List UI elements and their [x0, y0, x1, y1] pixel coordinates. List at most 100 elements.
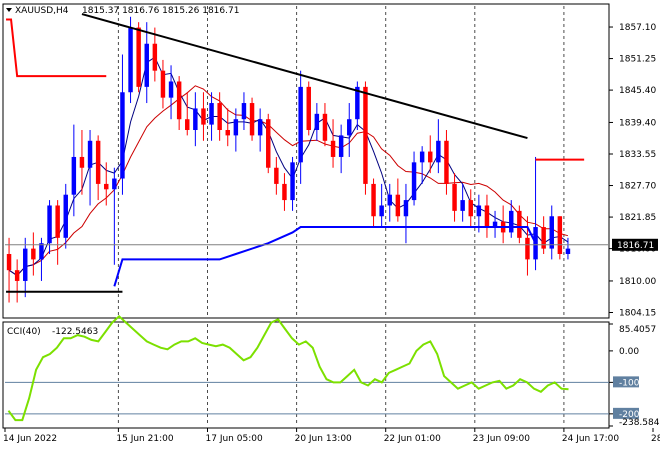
candle-body-28: [233, 119, 239, 136]
candle-body-18: [152, 43, 158, 71]
last-price-badge: [612, 238, 658, 251]
cci-value: -122.5463: [52, 327, 98, 337]
cci-axis: 85.4057 0.00 -100 -200-238.584: [609, 323, 660, 428]
candle-body-33: [274, 167, 279, 184]
candle-body-46: [379, 205, 384, 217]
candle-body-58: [476, 205, 482, 217]
cci-title: CCI(40): [7, 327, 41, 337]
candle-body-55: [452, 183, 457, 211]
candle-body-36: [298, 86, 303, 163]
candle-body-64: [525, 237, 530, 260]
price-tick-label-8: 1810.00: [619, 277, 656, 287]
candle-body-29: [241, 103, 247, 120]
cci-panel: [2, 321, 610, 429]
candle-body-53: [436, 140, 441, 163]
symbol-timeframe: XAUUSD,H4: [15, 6, 69, 16]
time-tick-label-6: 24 Jun 17:00: [562, 434, 619, 444]
candle-body-0: [6, 254, 12, 271]
candle-body-34: [282, 183, 287, 201]
candle-body-19: [160, 70, 166, 98]
candle-body-6: [55, 205, 60, 238]
time-axis: 14 Jun 2022 15 Jun 21:00 17 Jun 05:00 20 Ju…: [3, 428, 660, 444]
cci-tick-label-0: 85.4057: [619, 325, 656, 335]
candle-body-3: [31, 248, 36, 260]
candle-body-48: [395, 194, 401, 217]
price-tick-label-4: 1833.55: [619, 150, 656, 160]
candle-body-2: [23, 248, 28, 281]
candle-body-32: [266, 119, 271, 168]
candle-body-30: [249, 103, 255, 136]
vertical-gridlines: [117, 6, 565, 426]
cci-tick-label-3: -200: [619, 410, 640, 420]
candle-body-16: [136, 27, 141, 87]
candle-body-69: [565, 248, 571, 254]
candle-body-57: [468, 200, 473, 217]
candle-body-15: [128, 27, 133, 93]
candle-body-43: [355, 86, 360, 120]
candle-body-11: [95, 140, 101, 184]
candle-body-5: [47, 205, 52, 244]
cci-tick-label-1: 0.00: [619, 347, 639, 357]
price-tick-label-1: 1851.25: [619, 55, 656, 65]
candle-body-39: [322, 113, 328, 141]
candle-body-54: [444, 140, 449, 184]
candle-body-10: [87, 140, 93, 168]
candle-body-4: [39, 243, 44, 260]
candle-body-12: [104, 183, 109, 190]
candle-body-24: [201, 108, 206, 125]
candle-body-27: [225, 130, 230, 136]
candle-body-56: [460, 200, 465, 211]
price-panel: [2, 3, 610, 319]
candle-body-59: [484, 205, 490, 228]
candle-body-52: [428, 151, 433, 163]
candle-body-35: [290, 162, 295, 201]
price-tick-label-5: 1827.70: [619, 182, 656, 192]
candle-body-63: [517, 210, 522, 238]
dropdown-triangle-icon[interactable]: [6, 8, 12, 12]
time-tick-label-1: 15 Jun 21:00: [116, 434, 173, 444]
cci-indicator: [5, 314, 609, 422]
last-price-label: 1816.71: [617, 241, 654, 251]
candle-body-20: [168, 81, 174, 98]
candle-body-25: [209, 103, 214, 125]
candle-body-38: [314, 113, 320, 130]
candle-body-67: [549, 216, 554, 249]
slow-moving-average: [8, 85, 569, 277]
candle-body-60: [492, 221, 498, 228]
time-tick-label-4: 22 Jun 01:00: [384, 434, 441, 444]
cci-series-line: [7, 314, 569, 422]
price-tick-label-3: 1839.40: [619, 118, 656, 128]
support-step-line: [113, 226, 537, 287]
candle-body-66: [541, 227, 546, 249]
ohlc-header: 1815.37 1816.76 1815.26 1816.71: [82, 6, 239, 16]
price-tick-label-2: 1845.40: [619, 86, 656, 96]
candle-body-22: [185, 119, 190, 130]
candle-body-50: [411, 162, 417, 201]
candlesticks: [6, 16, 571, 303]
cci-tick-label-4: -238.584: [619, 418, 660, 428]
candle-body-44: [363, 86, 368, 184]
trendlines: [6, 13, 585, 293]
candle-body-31: [257, 119, 263, 136]
candle-body-49: [403, 200, 409, 217]
moving-averages: [8, 56, 569, 277]
candle-body-9: [79, 156, 85, 168]
candle-body-65: [533, 227, 538, 260]
candle-body-26: [217, 103, 222, 130]
time-tick-label-0: 14 Jun 2022: [3, 434, 57, 444]
candle-body-37: [306, 86, 311, 130]
candle-body-14: [120, 92, 125, 179]
candle-body-17: [144, 43, 149, 87]
time-tick-label-3: 20 Jun 13:00: [295, 434, 352, 444]
price-tick-label-6: 1821.85: [619, 213, 656, 223]
candle-body-13: [112, 178, 117, 190]
candle-body-47: [387, 194, 392, 206]
price-tick-label-0: 1857.10: [619, 23, 656, 33]
candle-body-1: [14, 270, 20, 281]
candle-body-68: [557, 216, 563, 254]
time-tick-label-2: 17 Jun 05:00: [206, 434, 263, 444]
candle-body-51: [419, 151, 425, 163]
time-tick-label-7: 28 Jun 01:00: [651, 434, 660, 444]
candle-body-23: [193, 108, 198, 130]
candle-body-7: [63, 194, 68, 238]
